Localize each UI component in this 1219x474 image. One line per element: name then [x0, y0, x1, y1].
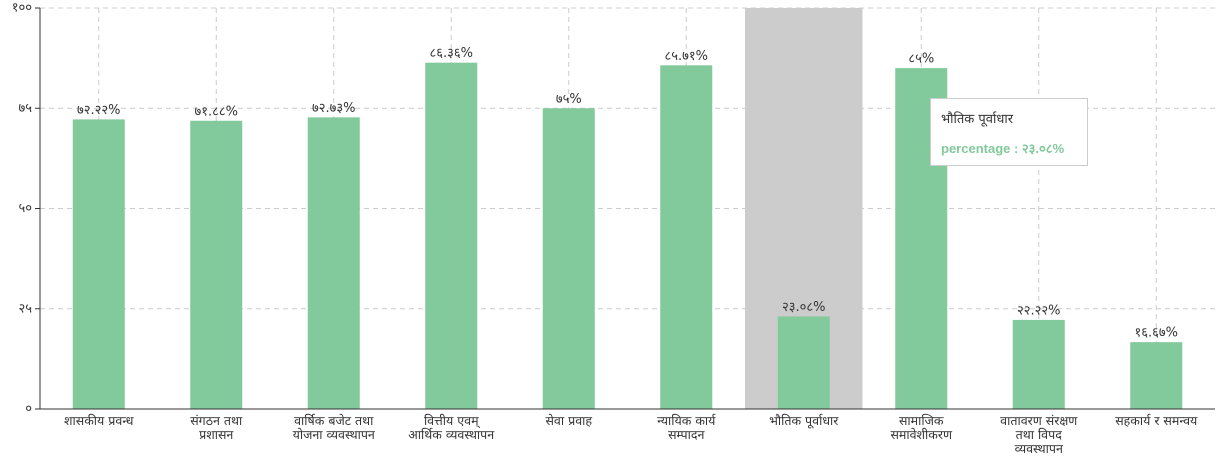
y-tick-label: ० [25, 402, 32, 417]
value-label: ७२.२२% [77, 103, 121, 118]
x-tick-label: सहकार्य र समन्वय [1115, 413, 1198, 428]
value-label: ८५.७१% [664, 49, 708, 64]
y-tick-label: ५० [18, 201, 32, 216]
value-label: ७५% [556, 92, 582, 107]
value-label: २३.०८% [782, 300, 826, 315]
y-tick-label: २५ [18, 301, 32, 316]
x-tick-label: वातावरण संरक्षण तथा विपद व्यवस्थापन [1000, 413, 1078, 456]
y-tick-label: १०० [12, 1, 32, 16]
x-tick-label: सेवा प्रवाह [545, 413, 593, 428]
value-label: ८५% [908, 52, 934, 67]
bar [777, 316, 830, 409]
value-label: ८६.३६% [429, 46, 473, 61]
bar [542, 108, 595, 409]
bar [1130, 342, 1183, 409]
tooltip-title: भौतिक पूर्वाधार [941, 112, 1014, 127]
x-tick-label: सामाजिक समावेशीकरण [890, 413, 953, 442]
x-tick-label: शासकीय प्रवन्ध [64, 413, 134, 428]
value-label: ७२.७३% [312, 101, 356, 116]
value-label: २२.२२% [1017, 303, 1061, 318]
tooltip: भौतिक पूर्वाधार percentage : २३.०८% [930, 98, 1088, 166]
bar [190, 120, 243, 409]
x-tick-label: संगठन तथा प्रशासन [190, 413, 243, 442]
x-tick-label: वित्तीय एवम् आर्थिक व्यवस्थापन [408, 413, 495, 442]
bar [1012, 319, 1065, 409]
value-label: १६.६७% [1134, 326, 1178, 341]
bar [72, 119, 125, 409]
value-label: ७१.८८% [194, 104, 238, 119]
bar [660, 65, 713, 409]
x-tick-label: वार्षिक बजेट तथा योजना व्यवस्थापन [292, 413, 375, 442]
x-tick-label: न्यायिक कार्य सम्पादन [657, 413, 716, 442]
bar [307, 117, 360, 410]
x-tick-label: भौतिक पूर्वाधार [769, 413, 839, 428]
y-tick-label: ७५ [18, 101, 32, 116]
tooltip-text: percentage : २३.०८% [941, 141, 1065, 156]
bar [425, 62, 478, 409]
